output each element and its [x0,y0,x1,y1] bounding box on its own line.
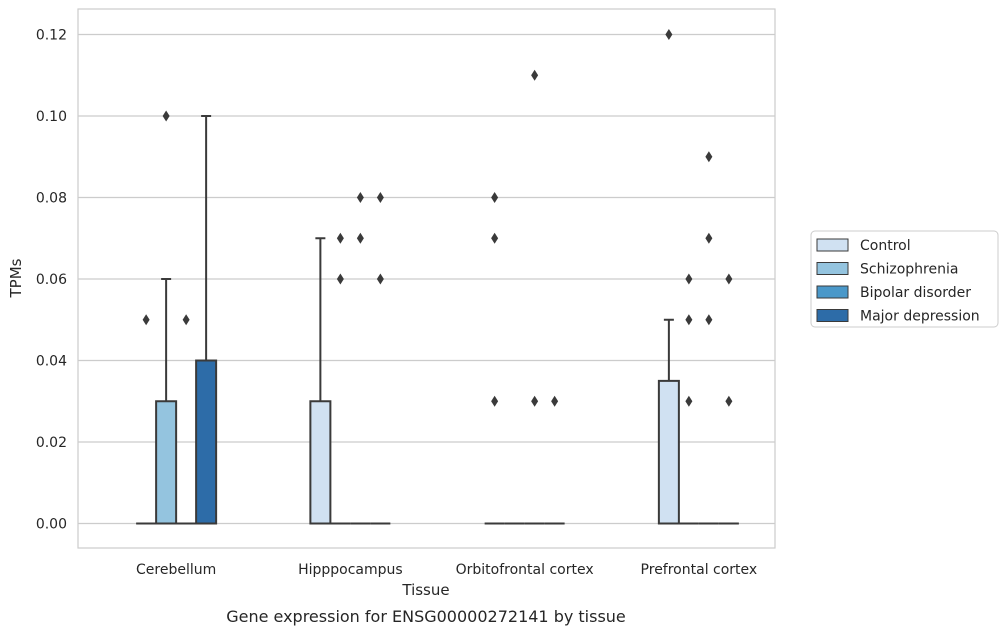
outlier-point [725,395,733,407]
outlier-point [531,395,539,407]
outlier-point [491,192,499,203]
outlier-point [356,232,364,244]
box [195,359,218,525]
legend-swatch [816,309,849,322]
outlier-point [665,29,673,40]
outlier-point [336,273,344,285]
legend-swatch [816,262,849,275]
legend: Control Schizophrenia Bipolar disorder Majo… [810,230,999,328]
x-tick-label: Prefrontal cortex [641,562,758,578]
box [155,400,178,525]
y-tick-label: 0.10 [36,109,67,125]
y-tick-label: 0.08 [36,191,67,207]
x-tick-label: Hipppocampus [298,562,403,578]
outlier-point [705,151,713,163]
y-tick-label: 0.12 [36,28,67,44]
legend-swatch [816,285,849,299]
x-tick-label: Cerebellum [136,562,216,578]
outlier-point [491,232,499,244]
y-axis-ticks: 0.00 0.02 0.04 0.06 0.08 0.10 0.12 [36,28,67,533]
y-tick-label: 0.02 [36,435,67,451]
y-tick-label: 0.04 [36,354,67,370]
outlier-point [685,273,693,285]
legend-frame [810,230,999,328]
outlier-point [705,232,713,244]
x-tick-label: Orbitofrontal cortex [456,562,594,578]
y-axis-title: TPMs [7,258,25,298]
series-bipolar-disorder [176,69,719,525]
legend-label: Major depression [860,309,980,325]
outlier-point [705,314,713,326]
outlier-point [356,192,364,203]
outlier-point [685,395,693,407]
box [657,379,680,525]
legend-label: Bipolar disorder [860,285,971,301]
series-schizophrenia [155,110,699,525]
outlier-point [491,395,499,407]
series-control [136,29,680,525]
y-tick-label: 0.00 [36,517,67,533]
outlier-point [142,314,150,326]
x-axis-ticks: Cerebellum Hipppocampus Orbitofrontal cort… [136,562,757,578]
chart-caption: Gene expression for ENSG00000272141 by t… [226,607,626,626]
series-major-depression [195,115,739,525]
outlier-point [685,314,693,326]
outlier-point [182,314,190,326]
x-axis-title: Tissue [401,581,449,599]
outlier-point [725,273,733,285]
legend-swatch [816,238,849,252]
outlier-point [376,273,384,285]
y-tick-label: 0.06 [36,272,67,288]
box [309,400,332,525]
outlier-point [531,69,539,81]
legend-label: Control [860,238,911,254]
legend-label: Schizophrenia [860,262,958,278]
outlier-point [376,192,384,203]
outlier-point [336,232,344,244]
outlier-point [162,110,170,122]
outlier-point [551,395,559,407]
box-series [136,29,739,525]
